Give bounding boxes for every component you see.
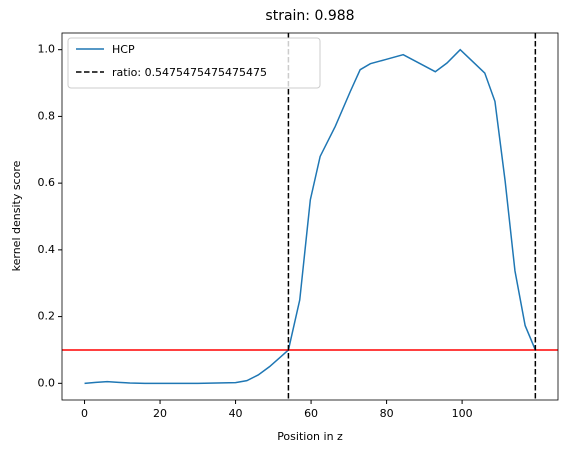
y-tick-label: 1.0	[38, 43, 56, 56]
chart-title: strain: 0.988	[265, 8, 354, 24]
x-tick-label: 20	[153, 407, 167, 420]
y-tick-label: 0.4	[38, 243, 56, 256]
y-tick-label: 0.8	[38, 109, 56, 122]
x-tick-label: 40	[229, 407, 243, 420]
y-tick-label: 0.6	[38, 176, 56, 189]
x-tick-label: 100	[452, 407, 473, 420]
x-tick-label: 60	[304, 407, 318, 420]
y-tick-label: 0.0	[38, 376, 56, 389]
line-series	[84, 48, 537, 385]
y-tick-label: 0.2	[38, 310, 56, 323]
y-axis-label: kernel density score	[10, 160, 23, 271]
legend-label: ratio: 0.5475475475475475	[112, 66, 267, 79]
plot-frame	[61, 32, 559, 401]
legend-label: HCP	[112, 43, 135, 56]
x-tick-label: 80	[380, 407, 394, 420]
x-axis-label: Position in z	[277, 430, 343, 443]
legend-box	[67, 37, 321, 89]
x-tick-label: 0	[81, 407, 88, 420]
